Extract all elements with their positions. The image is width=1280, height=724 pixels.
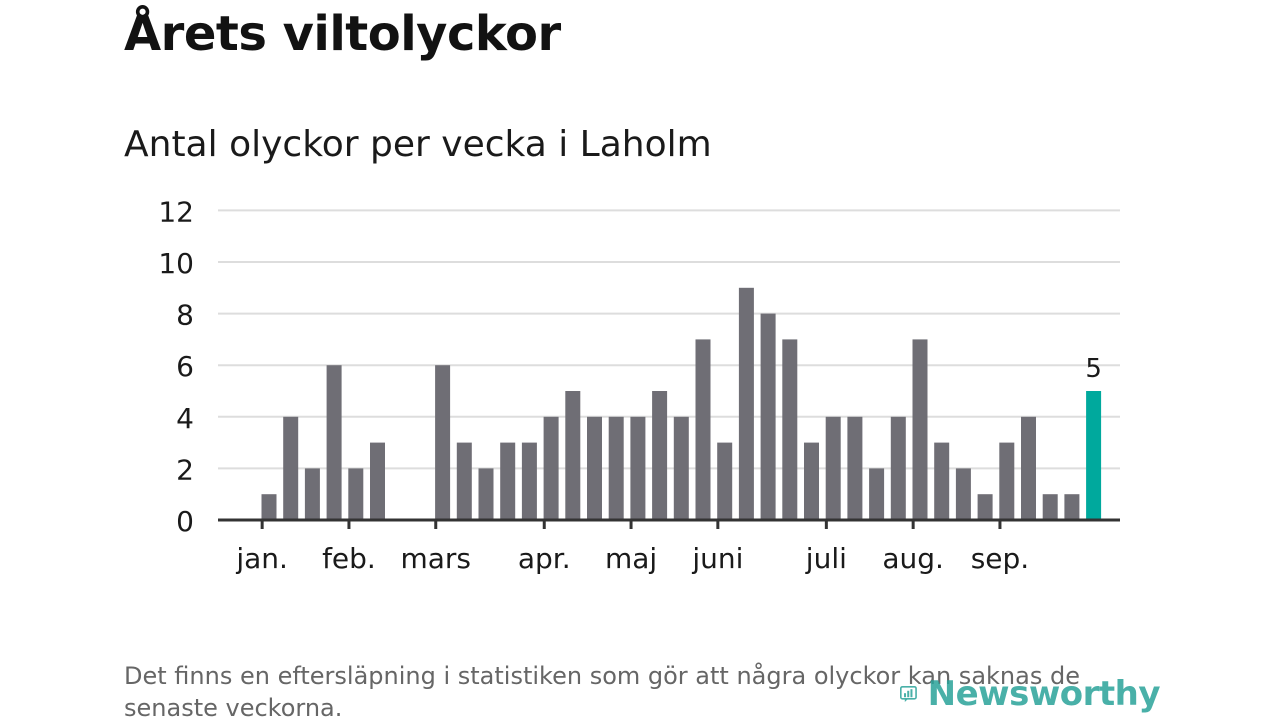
logo-text: Newsworthy	[927, 674, 1161, 714]
bar	[521, 442, 537, 520]
highlight-bar	[1086, 391, 1102, 520]
x-tick-label: apr.	[518, 542, 571, 575]
bar	[304, 468, 320, 520]
y-tick-label: 4	[176, 402, 194, 435]
bar	[782, 339, 798, 520]
bar	[955, 468, 971, 520]
bar	[738, 287, 754, 520]
bar	[1064, 494, 1080, 520]
bar	[478, 468, 494, 520]
x-tick-label: juli	[805, 542, 847, 575]
bar	[977, 494, 993, 520]
bar	[435, 365, 451, 520]
chart-title: Årets viltolyckor	[124, 6, 561, 62]
x-tick-label: jan.	[235, 542, 288, 575]
y-tick-label: 2	[176, 453, 194, 486]
bar	[825, 416, 841, 520]
newsworthy-chart-icon	[900, 685, 917, 703]
bar	[869, 468, 885, 520]
bar	[760, 313, 776, 520]
bar	[630, 416, 646, 520]
bar	[652, 391, 668, 520]
bar	[261, 494, 277, 520]
x-tick-label: aug.	[882, 542, 944, 575]
bar	[370, 442, 385, 520]
x-tick-label: sep.	[971, 542, 1030, 575]
bar	[1021, 416, 1036, 520]
bar	[912, 339, 928, 520]
y-tick-label: 12	[158, 195, 194, 228]
bar	[348, 468, 364, 520]
bar	[999, 442, 1015, 520]
newsworthy-logo: Newsworthy	[900, 670, 1161, 718]
y-tick-label: 6	[176, 350, 194, 383]
bar	[673, 416, 689, 520]
bar	[847, 416, 863, 520]
bar	[500, 442, 516, 520]
x-tick-label: maj	[605, 542, 657, 575]
highlight-data-label: 5	[1085, 354, 1102, 384]
y-tick-label: 10	[158, 247, 194, 280]
y-tick-label: 0	[176, 505, 194, 538]
bar	[565, 391, 581, 520]
bar	[543, 416, 559, 520]
bar	[890, 416, 906, 520]
bar	[717, 442, 733, 520]
bar	[608, 416, 624, 520]
x-tick-label: mars	[400, 542, 471, 575]
bar	[695, 339, 711, 520]
chart-subtitle: Antal olyckor per vecka i Laholm	[124, 124, 712, 165]
bar	[283, 416, 299, 520]
y-tick-label: 8	[176, 299, 194, 332]
bar	[456, 442, 472, 520]
x-tick-label: feb.	[322, 542, 376, 575]
bar	[804, 442, 819, 520]
bar	[587, 416, 602, 520]
bar	[326, 365, 342, 520]
x-tick-label: juni	[691, 542, 743, 575]
bar	[934, 442, 950, 520]
footnote: Det finns en eftersläpning i statistiken…	[124, 662, 1080, 722]
bar	[1042, 494, 1058, 520]
